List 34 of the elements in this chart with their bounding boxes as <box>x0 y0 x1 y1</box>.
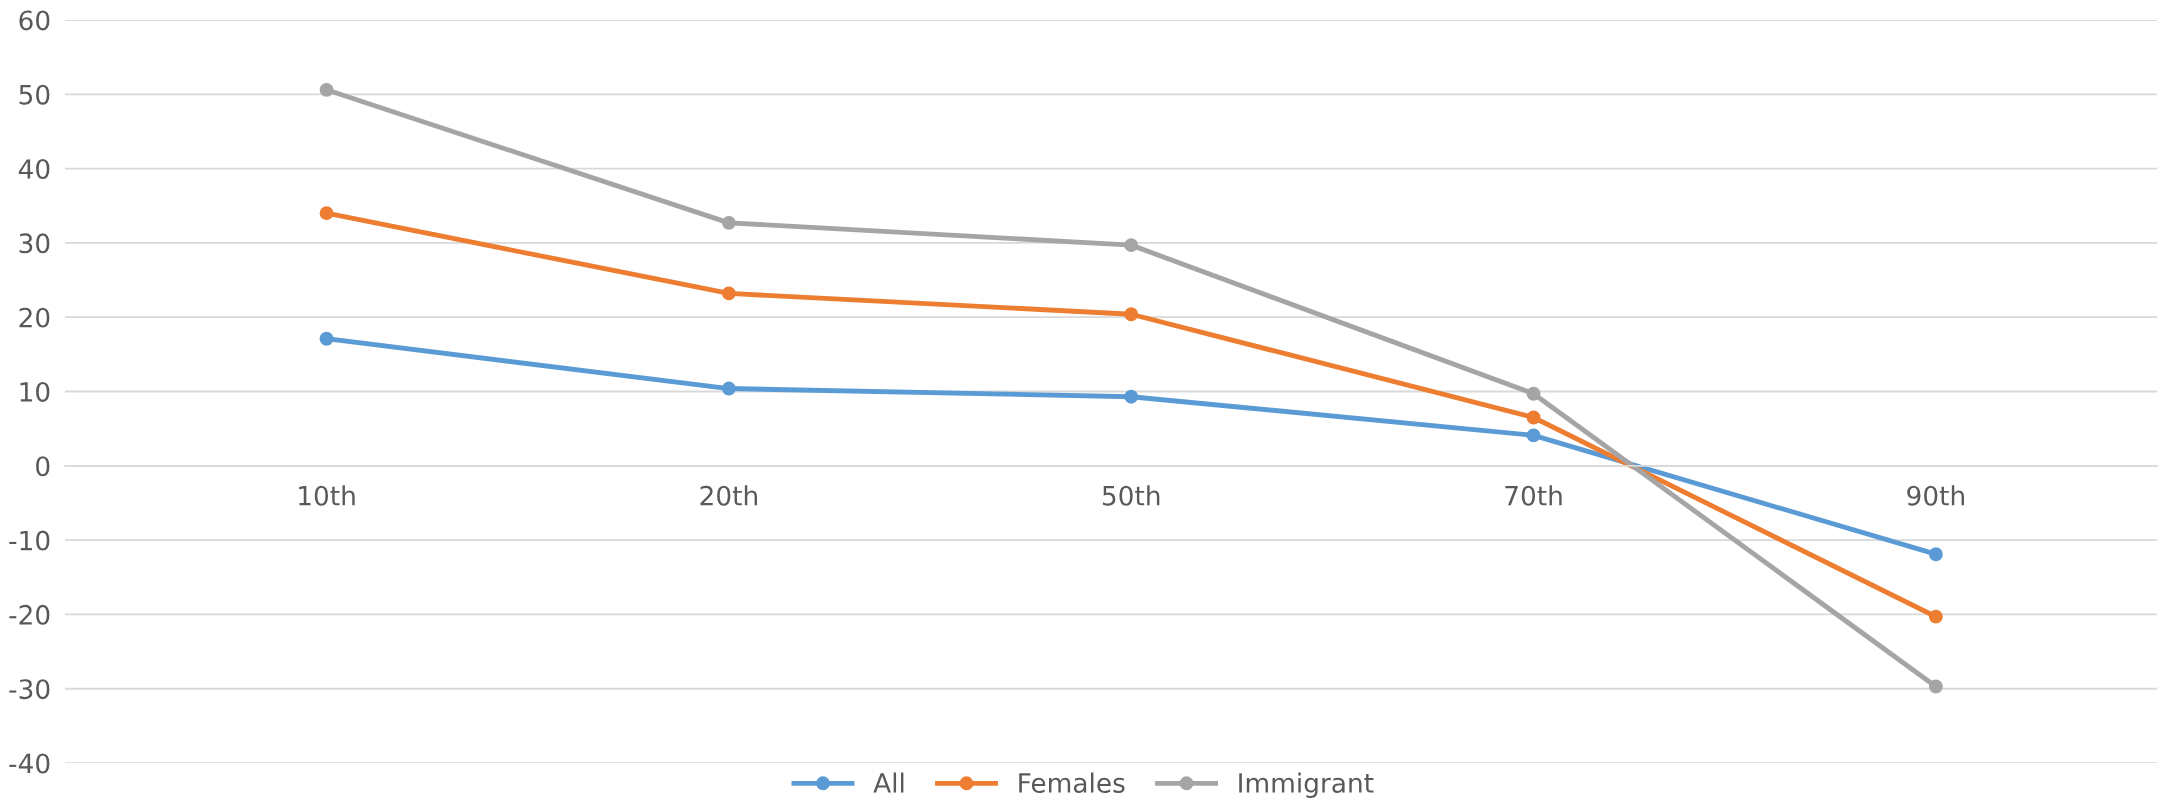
y-tick-label: -40 <box>9 753 50 774</box>
x-tick-label: 20th <box>700 485 757 506</box>
y-tick-label: 20 <box>19 307 50 328</box>
legend-label: All <box>873 772 904 793</box>
legend-label: Females <box>1019 772 1125 793</box>
point <box>1928 609 1943 624</box>
x-tick-label: 90th <box>1907 485 1964 506</box>
x-tick-label: 10th <box>299 485 355 506</box>
point <box>319 82 334 97</box>
y-tick-label: -30 <box>9 679 50 700</box>
y-tick-label: -10 <box>9 530 50 551</box>
point <box>1526 386 1541 401</box>
x-tick-label: 50th <box>1102 485 1160 506</box>
point <box>721 215 736 230</box>
point <box>1928 547 1943 562</box>
y-tick-label: 10 <box>20 381 50 402</box>
point <box>1928 679 1943 694</box>
legend-label: Immigrant <box>1239 772 1374 799</box>
point <box>721 381 736 396</box>
point <box>1124 389 1139 404</box>
point <box>319 331 334 346</box>
x-tick-label: 70th <box>1505 485 1562 506</box>
y-tick-label: 50 <box>19 84 50 105</box>
point <box>721 286 736 301</box>
point <box>319 206 334 221</box>
y-tick-label: 60 <box>19 10 50 31</box>
point <box>1124 307 1139 322</box>
y-tick-label: 30 <box>19 233 50 254</box>
point <box>1526 428 1541 443</box>
y-tick-label: 40 <box>18 159 50 179</box>
y-tick-label: 0 <box>36 456 50 477</box>
point <box>1526 410 1541 425</box>
y-tick-label: -20 <box>9 604 50 625</box>
point <box>1124 238 1139 253</box>
